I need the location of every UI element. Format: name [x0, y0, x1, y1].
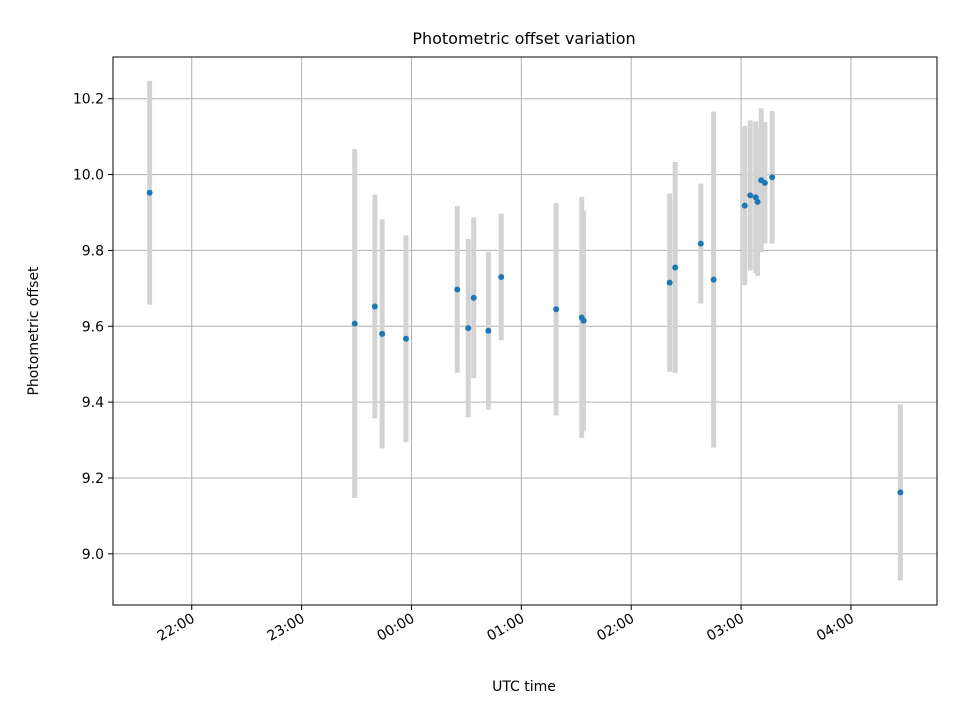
- data-point: [761, 179, 768, 186]
- data-points: [146, 174, 904, 496]
- x-tick-label: 02:00: [594, 611, 637, 645]
- x-tick-label: 04:00: [814, 611, 857, 645]
- data-point: [146, 189, 153, 196]
- y-axis-ticks: 9.0 9.2 9.4 9.6 9.8 10.0 10.2: [73, 92, 113, 563]
- data-point: [402, 335, 409, 342]
- y-tick-label: 10.2: [73, 92, 104, 108]
- data-point: [754, 198, 761, 205]
- data-point: [697, 240, 704, 247]
- chart-title: Photometric offset variation: [412, 29, 635, 48]
- x-tick-label: 22:00: [155, 611, 198, 645]
- data-point: [465, 325, 472, 332]
- data-point: [747, 192, 754, 199]
- grid: [113, 57, 937, 605]
- data-point: [351, 320, 358, 327]
- data-point: [769, 174, 776, 181]
- x-tick-label: 23:00: [265, 611, 308, 645]
- data-point: [498, 273, 505, 280]
- data-point: [741, 202, 748, 209]
- data-point: [553, 306, 560, 313]
- error-bars: [147, 80, 903, 581]
- data-point: [470, 294, 477, 301]
- data-point: [454, 286, 461, 293]
- y-tick-label: 9.0: [82, 547, 104, 563]
- y-tick-label: 9.4: [82, 395, 104, 411]
- x-tick-label: 00:00: [375, 611, 418, 645]
- data-point: [371, 303, 378, 310]
- data-point: [379, 330, 386, 337]
- y-axis-label: Photometric offset: [26, 266, 42, 396]
- y-tick-label: 9.8: [82, 243, 104, 259]
- data-point: [897, 489, 904, 496]
- data-point: [580, 317, 587, 324]
- x-tick-label: 01:00: [484, 611, 527, 645]
- x-tick-label: 03:00: [704, 611, 747, 645]
- x-axis-ticks: 22:00 23:00 00:00 01:00 02:00 03:00 04:00: [155, 605, 857, 645]
- x-axis-label: UTC time: [492, 679, 556, 695]
- plot-frame: [112, 56, 938, 606]
- y-tick-label: 10.0: [73, 168, 104, 184]
- data-point: [672, 264, 679, 271]
- data-point: [752, 194, 759, 201]
- y-tick-label: 9.6: [82, 319, 104, 335]
- data-point: [666, 279, 673, 286]
- data-point: [485, 327, 492, 334]
- data-point: [710, 276, 717, 283]
- y-tick-label: 9.2: [82, 471, 104, 487]
